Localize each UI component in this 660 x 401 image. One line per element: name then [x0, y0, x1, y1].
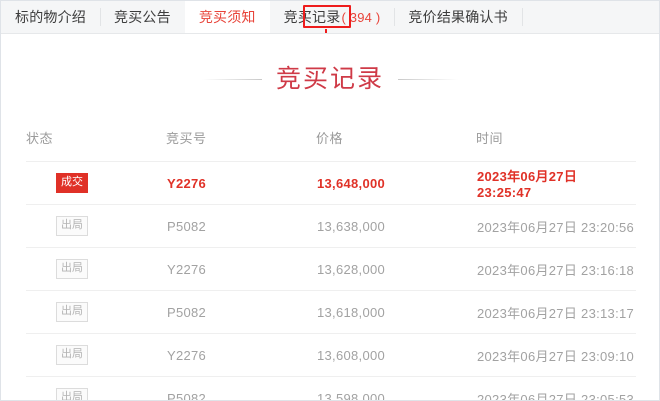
- cell-bidder-number: P5082: [166, 290, 316, 334]
- tab-label-4: 竞价结果确认书: [408, 9, 508, 25]
- tab-label-1: 竞买公告: [114, 9, 171, 25]
- cell-price: 13,638,000: [316, 204, 476, 248]
- cell-bidder-number: Y2276: [166, 161, 316, 205]
- status-badge: 出局: [56, 345, 88, 365]
- cell-time: 2023年06月27日 23:09:10: [476, 333, 636, 377]
- table-row: 出局 Y2276 13,608,000 2023年06月27日 23:09:10: [26, 333, 636, 377]
- column-header-bidder: 竞买号: [166, 131, 207, 146]
- tab-label-2: 竞买须知: [198, 9, 256, 25]
- status-badge: 出局: [56, 388, 88, 400]
- tab-item-1[interactable]: 竞买公告: [100, 1, 185, 33]
- table-row: 出局 P5082 13,618,000 2023年06月27日 23:13:17: [26, 290, 636, 334]
- cell-status: 出局: [26, 376, 166, 400]
- cell-time: 2023年06月27日 23:25:47: [476, 161, 636, 205]
- status-badge: 出局: [56, 216, 88, 236]
- table-row: 成交 Y2276 13,648,000 2023年06月27日 23:25:47: [26, 161, 636, 205]
- tab-bar: 标的物介绍 竞买公告 竞买须知 竞买记录 ( 394 ) 竞价结果确认书: [1, 1, 659, 34]
- tab-record-count: ( 394 ): [341, 9, 381, 25]
- table-row: 出局 P5082 13,638,000 2023年06月27日 23:20:56: [26, 204, 636, 248]
- section-title: 竞买记录: [1, 67, 659, 92]
- column-header-time: 时间: [476, 131, 504, 146]
- tab-bar-filler: [521, 1, 659, 33]
- tab-item-0[interactable]: 标的物介绍: [1, 1, 100, 33]
- cell-price: 13,598,000: [316, 376, 476, 400]
- cell-price: 13,648,000: [316, 161, 476, 205]
- table-row: 出局 P5082 13,598,000 2023年06月27日 23:05:53: [26, 376, 636, 400]
- cell-status: 出局: [26, 290, 166, 334]
- cell-time: 2023年06月27日 23:05:53: [476, 376, 636, 400]
- column-header-price: 价格: [316, 131, 344, 146]
- title-rule-left: [201, 79, 262, 80]
- annotation-tick-mark: [325, 29, 327, 33]
- cell-bidder-number: P5082: [166, 376, 316, 400]
- cell-time: 2023年06月27日 23:13:17: [476, 290, 636, 334]
- table-container: 状态 竞买号 价格 时间 成交 Y2276 13,648,000 2023年06月27…: [1, 128, 659, 400]
- cell-bidder-number: Y2276: [166, 247, 316, 291]
- cell-status: 出局: [26, 247, 166, 291]
- cell-price: 13,608,000: [316, 333, 476, 377]
- status-badge: 出局: [56, 259, 88, 279]
- tab-item-2[interactable]: 竞买须知: [184, 1, 270, 33]
- cell-bidder-number: P5082: [166, 204, 316, 248]
- cell-time: 2023年06月27日 23:16:18: [476, 247, 636, 291]
- page-title: 竞买记录: [275, 65, 384, 93]
- table-header-row: 状态 竞买号 价格 时间: [26, 128, 636, 162]
- cell-price: 13,628,000: [316, 247, 476, 291]
- tab-label-0: 标的物介绍: [15, 9, 86, 25]
- tab-label-3: 竞买记录: [283, 9, 341, 25]
- tab-item-4[interactable]: 竞价结果确认书: [394, 1, 522, 33]
- title-rule-right: [398, 79, 458, 80]
- cell-status: 出局: [26, 333, 166, 377]
- cell-bidder-number: Y2276: [166, 333, 316, 377]
- column-header-status: 状态: [26, 131, 54, 146]
- table-body: 成交 Y2276 13,648,000 2023年06月27日 23:25:47 出局 P…: [26, 161, 636, 400]
- bid-records-table: 状态 竞买号 价格 时间 成交 Y2276 13,648,000 2023年06月27…: [26, 128, 636, 400]
- cell-status: 成交: [26, 161, 166, 205]
- cell-status: 出局: [26, 204, 166, 248]
- cell-price: 13,618,000: [316, 290, 476, 334]
- table-row: 出局 Y2276 13,628,000 2023年06月27日 23:16:18: [26, 247, 636, 291]
- status-badge: 成交: [56, 173, 88, 193]
- tab-item-3[interactable]: 竞买记录 ( 394 ): [269, 1, 395, 33]
- cell-time: 2023年06月27日 23:20:56: [476, 204, 636, 248]
- table-header: 状态 竞买号 价格 时间: [26, 128, 636, 162]
- status-badge: 出局: [56, 302, 88, 322]
